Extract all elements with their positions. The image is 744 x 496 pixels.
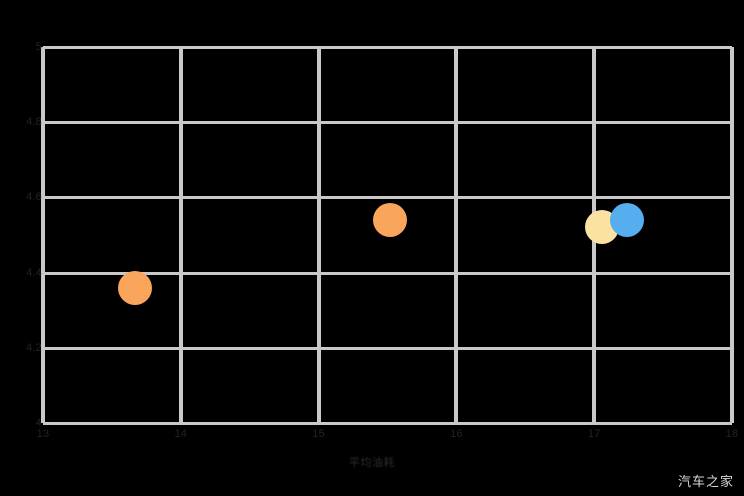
gridline-horizontal bbox=[43, 121, 732, 125]
y-tick-label: 4.8 bbox=[26, 116, 42, 129]
x-axis-title: 平均油耗 bbox=[349, 457, 395, 469]
watermark: 汽车之家 bbox=[677, 475, 734, 490]
gridline-horizontal bbox=[43, 196, 732, 200]
gridline-vertical bbox=[316, 47, 321, 423]
data-point-point-1[interactable] bbox=[118, 270, 153, 305]
data-point-point-4[interactable] bbox=[610, 202, 645, 237]
gridline-vertical bbox=[454, 47, 459, 423]
x-tick-label: 15 bbox=[312, 428, 325, 440]
y-tick-label: 4.2 bbox=[26, 341, 42, 354]
y-tick-label: 4.4 bbox=[26, 266, 42, 279]
gridline-vertical bbox=[41, 47, 45, 423]
y-tick-label: 5 bbox=[35, 41, 42, 53]
x-tick-label: 18 bbox=[725, 428, 739, 440]
y-tick-label: 4 bbox=[35, 417, 42, 429]
gridline-horizontal bbox=[43, 46, 732, 49]
plot-area bbox=[41, 46, 734, 425]
gridline-vertical bbox=[730, 47, 734, 423]
gridline-horizontal bbox=[43, 346, 732, 350]
gridline-horizontal bbox=[43, 271, 732, 275]
gridline-horizontal bbox=[43, 422, 732, 425]
data-point-point-2[interactable] bbox=[373, 202, 408, 237]
x-tick-label: 14 bbox=[174, 428, 188, 440]
y-tick-label: 4.6 bbox=[26, 191, 42, 204]
gridline-vertical bbox=[178, 47, 183, 423]
x-tick-label: 13 bbox=[36, 428, 50, 440]
x-tick-label: 17 bbox=[587, 428, 601, 440]
x-tick-label: 16 bbox=[450, 428, 463, 440]
